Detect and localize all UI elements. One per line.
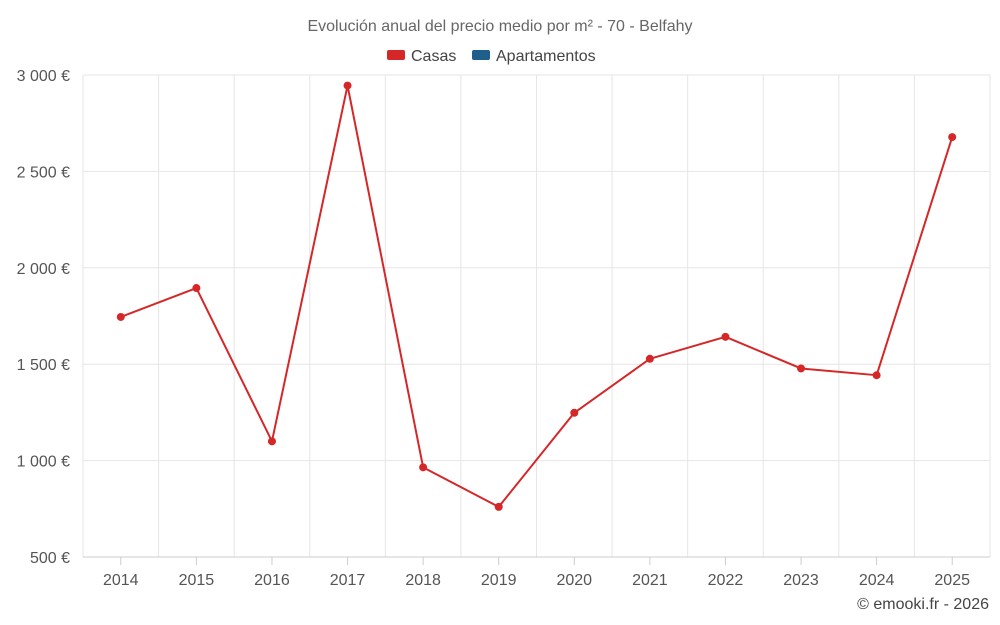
data-point-casas: [948, 133, 957, 142]
legend-swatch-apartamentos: [472, 50, 490, 60]
x-tick-label: 2025: [934, 572, 970, 589]
x-tick-label: 2016: [254, 572, 290, 589]
legend-label-apartamentos: Apartamentos: [496, 48, 596, 65]
data-point-casas: [267, 437, 276, 446]
y-tick-label: 3 000 €: [17, 68, 70, 85]
x-tick-label: 2018: [405, 572, 441, 589]
x-tick-label: 2017: [330, 572, 366, 589]
x-tick-label: 2020: [556, 572, 592, 589]
y-tick-label: 1 500 €: [17, 357, 70, 374]
x-axis: 2014 2015 2016 2017 2018 2019 2020 2021 2022 2023…: [83, 556, 990, 589]
data-point-casas: [872, 371, 881, 380]
data-point-casas: [797, 364, 806, 373]
grid: [82, 74, 991, 558]
x-tick-label: 2014: [103, 572, 139, 589]
data-point-casas: [343, 81, 352, 90]
data-point-casas: [116, 312, 125, 321]
chart-title: Evolución anual del precio medio por m² …: [307, 18, 692, 35]
legend-swatch-casas: [387, 50, 405, 60]
x-tick-label: 2015: [179, 572, 215, 589]
y-axis: 500 € 1 000 € 1 500 € 2 000 € 2 500 € 3 000 €: [17, 68, 70, 567]
data-point-casas: [645, 354, 654, 363]
credit-text: © emooki.fr - 2026: [857, 596, 989, 613]
legend-label-casas: Casas: [411, 48, 456, 65]
x-tick-label: 2022: [708, 572, 744, 589]
x-tick-label: 2024: [859, 572, 895, 589]
series-casas: [116, 81, 957, 511]
x-tick-label: 2021: [632, 572, 668, 589]
series-line-casas: [120, 84, 954, 508]
data-point-casas: [419, 463, 428, 472]
y-tick-label: 500 €: [30, 550, 70, 567]
legend-item-apartamentos[interactable]: Apartamentos: [472, 48, 596, 65]
y-tick-label: 1 000 €: [17, 454, 70, 471]
x-tick-label: 2023: [783, 572, 819, 589]
y-tick-label: 2 000 €: [17, 261, 70, 278]
data-point-casas: [570, 408, 579, 417]
x-tick-label: 2019: [481, 572, 517, 589]
legend-item-casas[interactable]: Casas: [387, 48, 456, 65]
data-point-casas: [494, 502, 503, 511]
legend: Casas Apartamentos: [387, 48, 596, 65]
data-point-casas: [721, 332, 730, 341]
data-point-casas: [192, 284, 201, 293]
y-tick-label: 2 500 €: [17, 164, 70, 181]
